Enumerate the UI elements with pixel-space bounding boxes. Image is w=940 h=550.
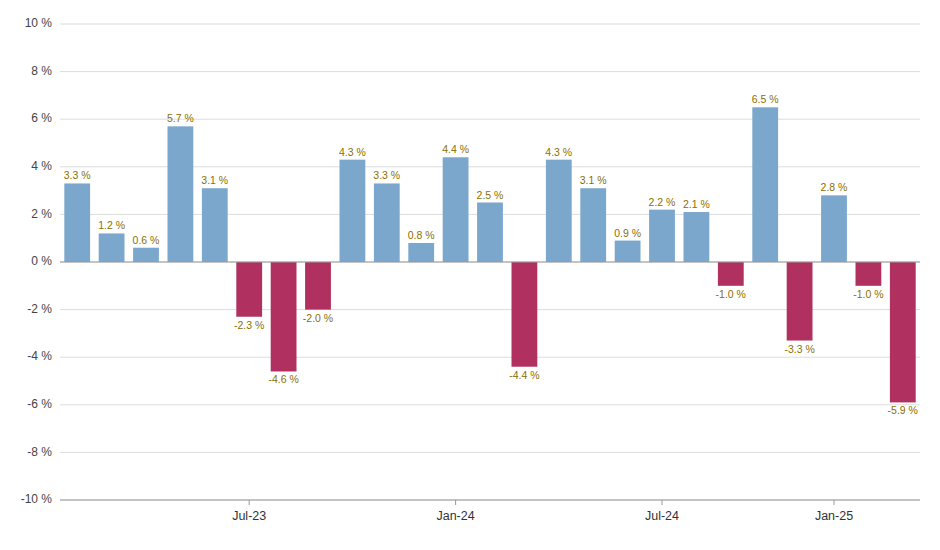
bar (512, 262, 538, 367)
y-tick-label: -2 % (27, 302, 52, 316)
bar (202, 188, 228, 262)
data-label: 0.9 % (614, 227, 641, 239)
bar (856, 262, 882, 286)
bar (64, 183, 90, 262)
grid-line (60, 24, 920, 25)
grid-line (60, 357, 920, 358)
x-tick-label: Jul-23 (232, 509, 266, 523)
zero-line (60, 262, 920, 263)
bar (271, 262, 297, 371)
x-tick-label: Jan-24 (436, 509, 474, 523)
bar (340, 160, 366, 262)
y-tick-label: 6 % (31, 111, 52, 125)
bar (305, 262, 331, 310)
grid-line (60, 262, 920, 263)
x-tick (834, 500, 835, 505)
y-tick-label: -6 % (27, 397, 52, 411)
y-tick-label: 10 % (25, 16, 53, 30)
bar (546, 160, 572, 262)
x-tick-label: Jul-24 (645, 509, 679, 523)
data-label: 4.4 % (442, 143, 469, 155)
bar (408, 243, 434, 262)
data-label: 1.2 % (98, 219, 125, 231)
data-label: -3.3 % (784, 343, 814, 355)
bar (890, 262, 916, 402)
data-label: 3.3 % (373, 169, 400, 181)
data-label: 2.2 % (649, 196, 676, 208)
data-label: 0.6 % (133, 234, 160, 246)
bar (374, 183, 400, 262)
grid (60, 24, 920, 500)
bar (718, 262, 744, 286)
y-tick-label: 4 % (31, 159, 52, 173)
grid-line (60, 404, 920, 405)
bar (649, 210, 675, 262)
data-label: -4.6 % (268, 373, 298, 385)
bar (236, 262, 262, 317)
y-tick-label: -8 % (27, 445, 52, 459)
bar (821, 195, 847, 262)
y-tick-label: -10 % (21, 492, 53, 506)
bars (64, 107, 915, 402)
y-tick-label: 0 % (31, 254, 52, 268)
grid-line (60, 452, 920, 453)
bar (443, 157, 469, 262)
y-tick-label: -4 % (27, 349, 52, 363)
data-label: 2.8 % (821, 181, 848, 193)
bar (752, 107, 778, 262)
x-tick-label: Jan-25 (815, 509, 853, 523)
y-tick-label: 2 % (31, 207, 52, 221)
data-label: -5.9 % (888, 404, 918, 416)
data-label: -4.4 % (509, 369, 539, 381)
bar (133, 248, 159, 262)
x-tick (662, 500, 663, 505)
grid-line (60, 71, 920, 72)
bar (615, 241, 641, 262)
data-label: -2.0 % (303, 312, 333, 324)
data-label: 4.3 % (545, 146, 572, 158)
data-label: -1.0 % (716, 288, 746, 300)
x-tick (249, 500, 250, 505)
bar (580, 188, 606, 262)
y-tick-label: 8 % (31, 64, 52, 78)
chart: -10 % -8 % -6 % -4 % -2 % 0 % 2 % 4 % 6 % 8 % 10 %… (0, 0, 940, 550)
bar (787, 262, 813, 341)
data-label: 2.1 % (683, 198, 710, 210)
data-label: 5.7 % (167, 112, 194, 124)
data-label: 3.1 % (201, 174, 228, 186)
data-label: 6.5 % (752, 93, 779, 105)
bar (168, 126, 194, 262)
data-label: 0.8 % (408, 229, 435, 241)
data-label: -1.0 % (853, 288, 883, 300)
grid-line (60, 500, 920, 501)
bar (99, 233, 125, 262)
bar (477, 203, 503, 263)
data-label: 3.3 % (64, 169, 91, 181)
bar (684, 212, 710, 262)
data-label: 3.1 % (580, 174, 607, 186)
data-label: 2.5 % (477, 189, 504, 201)
data-label: -2.3 % (234, 319, 264, 331)
data-label: 4.3 % (339, 146, 366, 158)
x-axis-line (60, 500, 920, 501)
x-tick (455, 500, 456, 505)
